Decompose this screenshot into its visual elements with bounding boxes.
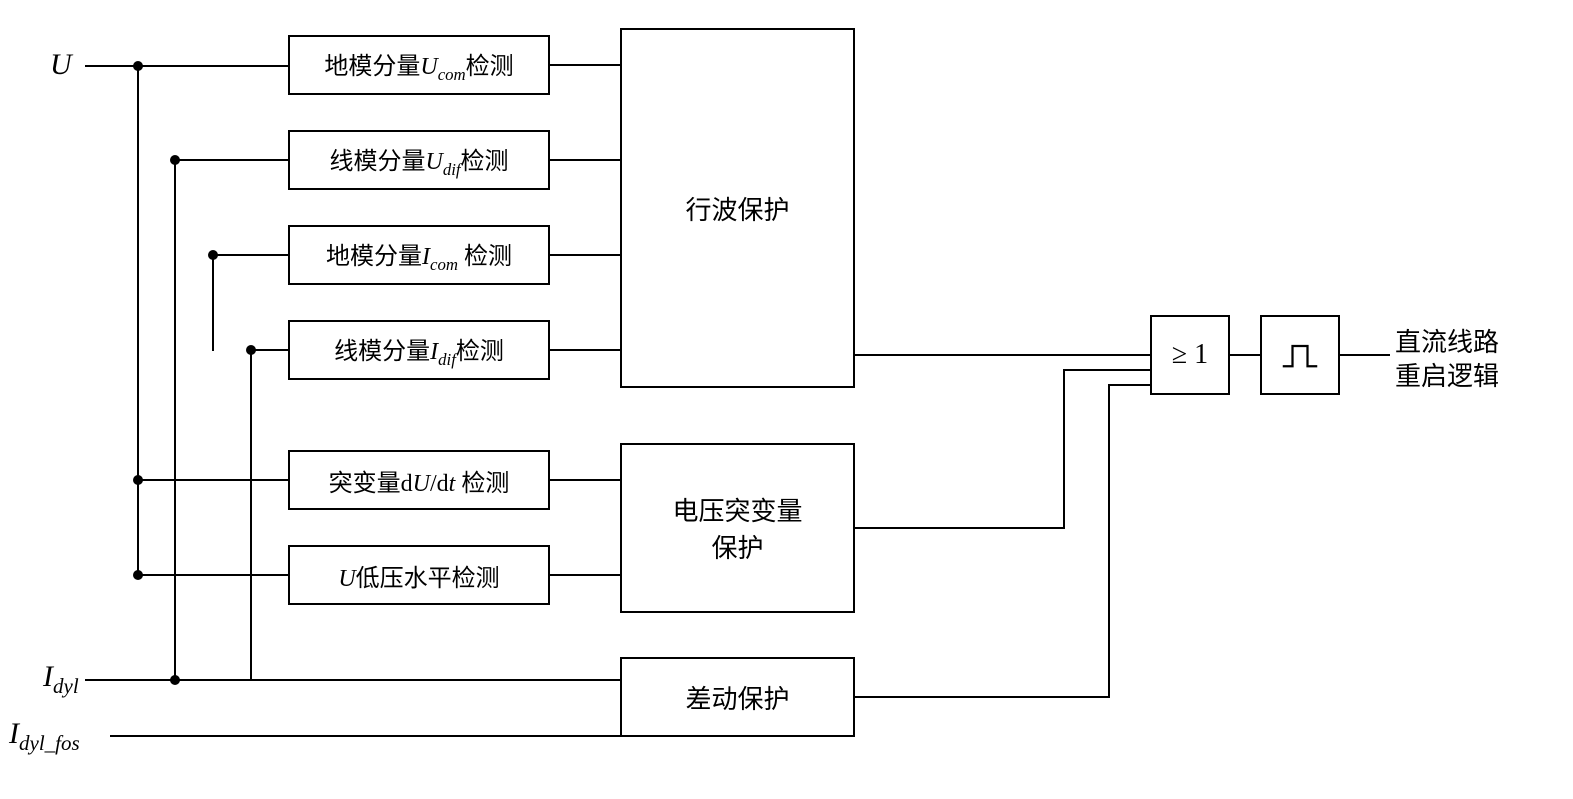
junction-dot	[133, 475, 143, 485]
wire	[550, 64, 620, 66]
box-differential-protection: 差动保护	[620, 657, 855, 737]
output-label: 直流线路 重启逻辑	[1395, 326, 1499, 394]
wire	[1063, 369, 1065, 529]
wire	[550, 479, 620, 481]
wire	[550, 574, 620, 576]
junction-dot	[208, 250, 218, 260]
wire	[855, 696, 1110, 698]
input-U-label: U	[50, 48, 72, 82]
pulse-symbol-icon	[1280, 340, 1320, 370]
wire	[550, 159, 620, 161]
junction-dot	[246, 345, 256, 355]
wire	[1063, 369, 1150, 371]
box-ulow-detect: U低压水平检测	[288, 545, 550, 605]
wire	[110, 735, 620, 737]
wire	[174, 159, 288, 161]
wire	[174, 159, 176, 680]
box-icom-detect: 地模分量Icom 检测	[288, 225, 550, 285]
wire	[137, 479, 288, 481]
box-or-gate: ≥ 1	[1150, 315, 1230, 395]
junction-dot	[170, 675, 180, 685]
wire	[550, 349, 620, 351]
wire	[85, 65, 288, 67]
box-udif-detect: 线模分量Udif检测	[288, 130, 550, 190]
wire	[855, 354, 1150, 356]
wire	[855, 527, 1065, 529]
wire	[550, 254, 620, 256]
wire	[137, 574, 288, 576]
box-pulse-icon	[1260, 315, 1340, 395]
junction-dot	[133, 61, 143, 71]
input-Idyl-fos-label: Idyl_fos	[9, 717, 80, 756]
box-ucom-detect: 地模分量Ucom检测	[288, 35, 550, 95]
wire	[1108, 384, 1150, 386]
box-voltage-step-protection: 电压突变量 保护	[620, 443, 855, 613]
box-dudt-detect: 突变量dU/dt 检测	[288, 450, 550, 510]
wire	[1108, 384, 1110, 698]
junction-dot	[170, 155, 180, 165]
wire	[137, 65, 139, 576]
wire	[1230, 354, 1260, 356]
wire	[85, 679, 620, 681]
wire	[212, 254, 214, 351]
junction-dot	[133, 570, 143, 580]
box-idif-detect: 线模分量Idif检测	[288, 320, 550, 380]
protection-logic-diagram: U Idyl Idyl_fos 地模分量Ucom检测 线模分量Udif检测 地模…	[0, 0, 1573, 799]
box-travel-wave-protection: 行波保护	[620, 28, 855, 388]
input-Idyl-label: Idyl	[43, 660, 79, 699]
wire	[1340, 354, 1390, 356]
wire	[250, 349, 252, 680]
wire	[212, 254, 288, 256]
